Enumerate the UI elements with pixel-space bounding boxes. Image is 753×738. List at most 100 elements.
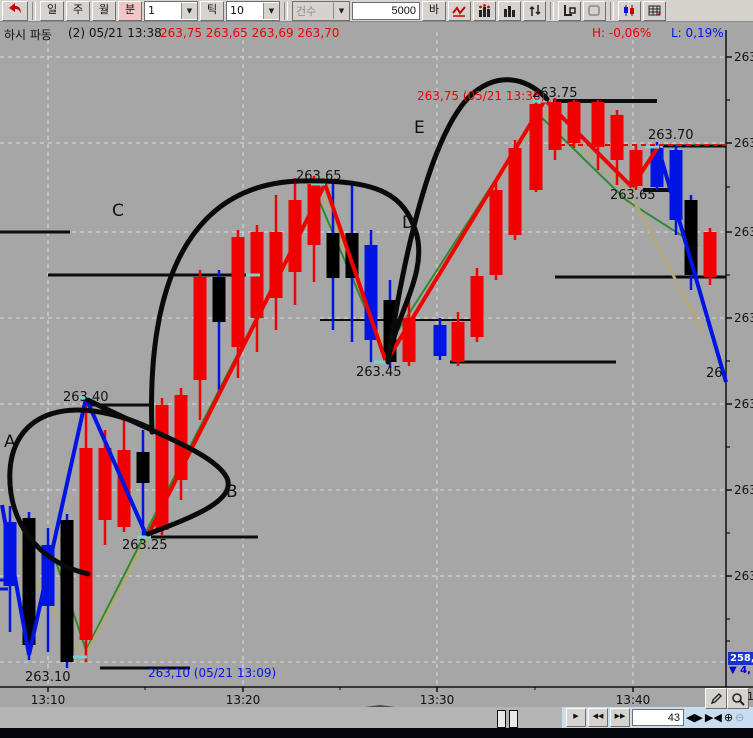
current-price-line <box>0 144 726 591</box>
period-week-button[interactable]: 주 <box>66 0 90 21</box>
ohlc-prices: 263,75 263,65 263,69 263,70 <box>160 26 340 40</box>
up-down-arrows-icon <box>528 5 541 16</box>
period-month-button[interactable]: 월 <box>92 0 116 21</box>
svg-text:263.65: 263.65 <box>610 188 656 203</box>
svg-text:263: 263 <box>734 311 753 325</box>
zoom-out-icon: ⊖ <box>735 710 745 724</box>
link-chart-icon <box>564 5 576 16</box>
divider <box>284 1 288 20</box>
collapse-horizontal-icon[interactable]: ▶◀ <box>704 710 722 724</box>
interval-dropdown[interactable]: 1 ▼ <box>144 0 198 21</box>
draw-tool-button[interactable] <box>705 688 727 709</box>
price-change-label: ▼ 4, <box>729 665 751 676</box>
svg-text:D: D <box>402 213 415 233</box>
svg-text:A: A <box>4 432 16 452</box>
current-price-badge: 258, <box>728 652 753 665</box>
svg-text:263: 263 <box>734 50 753 64</box>
svg-text:13:40: 13:40 <box>616 693 651 707</box>
svg-text:263,10 (05/21 13:09): 263,10 (05/21 13:09) <box>148 666 276 680</box>
wave-zigzag-tool-button[interactable] <box>448 0 471 21</box>
svg-text:13:30: 13:30 <box>420 693 455 707</box>
svg-text:263.70: 263.70 <box>648 128 694 143</box>
level-lines <box>0 99 726 670</box>
chevron-down-icon: ▼ <box>333 2 349 19</box>
volume-study-button[interactable] <box>473 0 496 21</box>
chart-info: (2) 05/21 13:38 <box>68 26 162 40</box>
grid-settings-button[interactable] <box>643 0 666 21</box>
tick-interval-value: 10 <box>227 4 263 17</box>
svg-text:263.40: 263.40 <box>63 390 109 405</box>
chart-background <box>0 22 753 728</box>
annotation-curves <box>7 77 550 577</box>
svg-text:263: 263 <box>734 569 753 583</box>
expand-horizontal-icon[interactable]: ◀▶ <box>686 710 703 724</box>
svg-text:263: 263 <box>734 397 753 411</box>
interval-value: 1 <box>145 4 181 17</box>
svg-text:263: 263 <box>734 136 753 150</box>
svg-text:263.65: 263.65 <box>296 169 342 184</box>
disabled-frame-icon <box>588 5 600 16</box>
svg-text:263.45: 263.45 <box>356 365 402 380</box>
navigation-controls: ▶ ◀◀ ▶▶ ◀▶ ▶◀ ⊕ ⊖ <box>562 707 753 728</box>
red-curved-arrow-icon <box>9 2 21 13</box>
link-chart-button[interactable] <box>558 0 581 21</box>
candles <box>3 98 717 668</box>
grid-icon <box>648 5 661 16</box>
zoom-tool-button[interactable] <box>727 688 749 709</box>
sort-updown-button[interactable] <box>523 0 546 21</box>
candle-style-button[interactable] <box>618 0 641 21</box>
divider <box>610 1 614 20</box>
visible-bars-input[interactable] <box>632 709 684 726</box>
chart-navigator[interactable] <box>0 707 562 728</box>
count-value: 건수 <box>293 2 333 19</box>
low-percent: L: 0,19% <box>671 26 724 40</box>
svg-text:B: B <box>226 482 238 502</box>
chevron-down-icon: ▼ <box>181 2 197 19</box>
svg-text:C: C <box>112 201 124 221</box>
bars-count-input[interactable] <box>352 1 420 20</box>
svg-text:263,75 (05/21 13:36): 263,75 (05/21 13:36) <box>417 89 545 103</box>
zigzag-wave <box>0 98 728 656</box>
cut-label: 1 <box>747 690 753 703</box>
divider <box>32 1 36 20</box>
divider <box>550 1 554 20</box>
svg-text:263.10: 263.10 <box>25 670 71 685</box>
candlestick-icon <box>624 5 634 16</box>
bar-chart-button[interactable] <box>498 0 521 21</box>
status-bar <box>0 728 753 738</box>
chart-title: 하시 파동 <box>4 28 52 42</box>
tick-interval-dropdown[interactable]: 10 ▼ <box>226 0 280 21</box>
svg-text:E: E <box>414 118 425 138</box>
zoom-in-icon[interactable]: ⊕ <box>723 710 734 724</box>
svg-text:263: 263 <box>734 483 753 497</box>
red-zigzag-icon <box>452 5 466 17</box>
time-axis: 13:10 13:20 13:30 13:40 <box>0 686 753 707</box>
bar-button[interactable]: 바 <box>422 0 446 21</box>
navigator-handle-right[interactable] <box>509 710 518 728</box>
svg-text:263: 263 <box>734 225 753 239</box>
svg-text:13:20: 13:20 <box>226 693 261 707</box>
navigator-handle-left[interactable] <box>497 710 506 728</box>
svg-text:26: 26 <box>706 366 723 381</box>
period-minute-button[interactable]: 분 <box>118 0 142 21</box>
tick-button[interactable]: 틱 <box>200 0 224 21</box>
count-dropdown: 건수 ▼ <box>292 0 350 21</box>
back-arrow-button[interactable] <box>2 0 28 21</box>
compare-button-disabled <box>583 0 606 21</box>
bar-chart-icon <box>504 6 515 17</box>
y-axis: 263 263 263 263 263 263 263 <box>725 30 753 687</box>
period-day-button[interactable]: 일 <box>40 0 64 21</box>
svg-text:13:10: 13:10 <box>31 693 66 707</box>
svg-text:263.75: 263.75 <box>532 86 578 101</box>
fast-forward-button[interactable]: ▶▶ <box>610 708 630 727</box>
rewind-button[interactable]: ◀◀ <box>588 708 608 727</box>
step-forward-button[interactable]: ▶ <box>566 708 586 727</box>
toolbar: 일 주 월 분 1 ▼ 틱 10 ▼ 건수 ▼ 바 <box>0 0 753 22</box>
chevron-down-icon: ▼ <box>263 2 279 19</box>
svg-text:263.25: 263.25 <box>122 538 168 553</box>
chart-labels: 263,75 (05/21 13:36)263.75 263.65 263.70 26… <box>4 86 723 685</box>
magnifier-icon <box>732 692 745 706</box>
high-percent: H: -0,06% <box>592 26 652 40</box>
